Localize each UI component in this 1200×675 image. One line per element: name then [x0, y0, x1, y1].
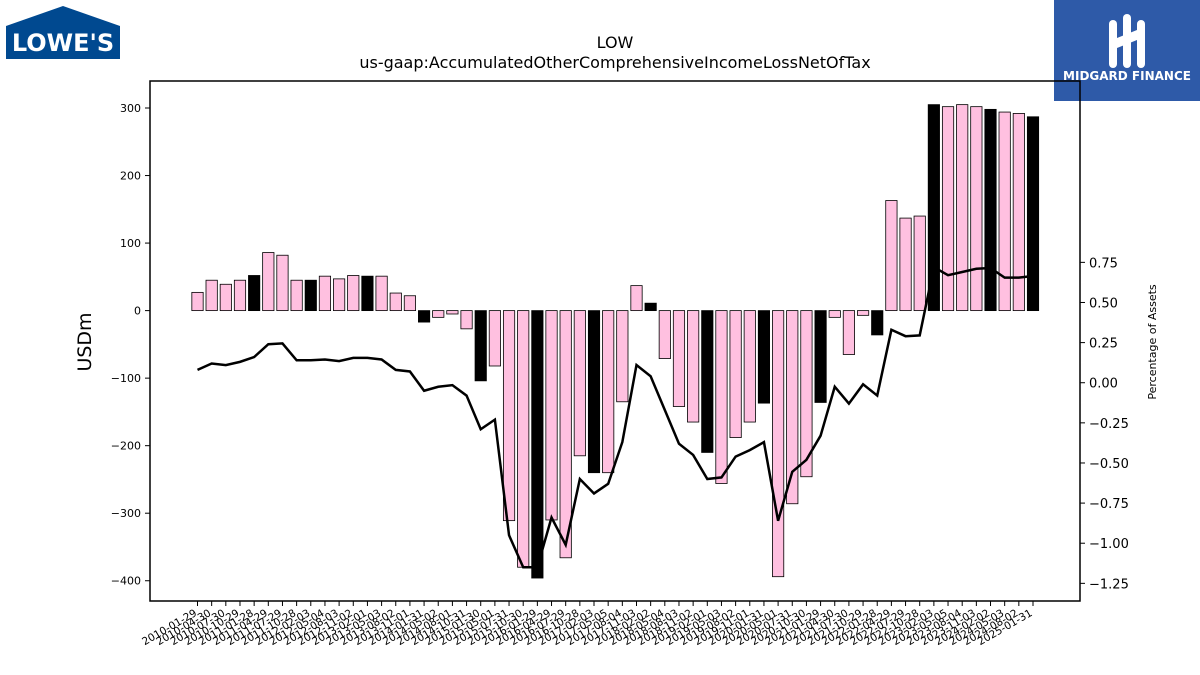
y-tick-label: −200: [111, 440, 141, 453]
bar: [970, 106, 983, 312]
bar: [956, 104, 969, 312]
bar: [885, 200, 898, 312]
y-tick-label: −400: [111, 575, 141, 588]
bar: [559, 310, 572, 559]
bar: [233, 279, 247, 312]
y2-tick-label: 0.00: [1089, 377, 1118, 392]
bar: [644, 302, 657, 312]
lowes-logo-text: LOWE'S: [12, 29, 114, 57]
y2-tick-label: 0.75: [1089, 256, 1118, 271]
bar: [757, 310, 771, 404]
bar: [899, 217, 912, 312]
bar: [998, 111, 1011, 312]
chart-subtitle: us-gaap:AccumulatedOtherComprehensiveInc…: [359, 53, 870, 72]
percentage-of-assets-line: [196, 265, 1034, 569]
y-axis-label: USDm: [74, 312, 96, 371]
bar: [587, 310, 601, 474]
y2-tick-label: −1.00: [1089, 537, 1129, 552]
chart-title: LOW: [597, 33, 634, 52]
bar: [630, 285, 643, 312]
y-tick-label: 0: [134, 305, 141, 318]
bar: [715, 310, 728, 484]
y-tick-label: −100: [111, 372, 141, 385]
bar: [672, 310, 686, 407]
bar: [517, 310, 530, 568]
lowes-logo: LOWE'S: [6, 6, 120, 59]
bar: [545, 310, 558, 521]
bar: [318, 275, 332, 312]
bar: [502, 310, 516, 522]
bar: [701, 310, 714, 453]
bar: [913, 215, 926, 312]
bar: [842, 310, 855, 355]
bar: [389, 292, 402, 312]
midgard-emblem-icon: [1109, 14, 1145, 68]
bar: [375, 275, 388, 312]
bar: [602, 310, 615, 474]
bar: [687, 310, 700, 423]
bar: [290, 279, 303, 312]
y2-tick-label: 0.50: [1089, 296, 1118, 311]
bar: [772, 310, 785, 578]
midgard-finance-logo: MIDGARD FINANCE: [1054, 0, 1200, 101]
y-tick-label: 300: [120, 102, 141, 115]
y-tick-label: 100: [120, 237, 141, 250]
bar: [403, 295, 416, 312]
bar: [616, 310, 629, 403]
y2-axis-label: Percentage of Assets: [1146, 284, 1159, 400]
bar: [460, 310, 473, 330]
bar: [814, 310, 827, 403]
bar: [446, 310, 459, 315]
y-tick-label: 200: [120, 170, 141, 183]
y2-tick-label: −1.25: [1089, 577, 1129, 592]
bar: [418, 310, 431, 323]
midgard-logo-text: MIDGARD FINANCE: [1063, 69, 1191, 83]
bar: [262, 252, 275, 312]
bar: [488, 310, 501, 367]
y2-tick-label: −0.75: [1089, 497, 1129, 512]
bar: [347, 275, 360, 312]
bar: [857, 310, 870, 316]
bar: [927, 104, 940, 312]
y2-tick-label: 0.25: [1089, 337, 1118, 352]
bar: [361, 275, 374, 312]
bar: [786, 310, 799, 505]
y2-axis-ticks: 0.75 0.50 0.25 0.00 −0.25 −0.50 −0.75 −1.00 −1.2…: [1080, 256, 1129, 592]
bar: [432, 310, 445, 318]
bar: [1026, 116, 1040, 312]
bar: [743, 310, 756, 423]
bar: [474, 310, 487, 382]
bar: [333, 278, 346, 312]
bar: [531, 310, 544, 579]
bar: [871, 310, 884, 336]
bar: [573, 310, 586, 457]
bar: [304, 279, 317, 312]
plot-frame: [149, 80, 1081, 602]
bar: [828, 310, 841, 318]
bar: [1012, 113, 1025, 312]
bar: [219, 283, 232, 312]
y-axis-ticks: 300 200 100 0 −100 −200 −300 −400: [111, 102, 150, 588]
bar: [984, 108, 997, 312]
x-axis-ticks: 2010-01-292010-04-302010-07-302010-10-29…: [140, 601, 1035, 648]
bar: [658, 310, 671, 359]
bar: [248, 275, 261, 312]
bar: [729, 310, 742, 438]
y2-tick-label: −0.25: [1089, 417, 1129, 432]
y2-tick-label: −0.50: [1089, 457, 1129, 472]
bar: [205, 279, 218, 312]
bar: [276, 254, 289, 312]
bar-series: [191, 104, 1040, 579]
bar: [941, 106, 955, 312]
bar: [800, 310, 813, 478]
y-tick-label: −300: [111, 507, 141, 520]
bar: [191, 291, 204, 312]
